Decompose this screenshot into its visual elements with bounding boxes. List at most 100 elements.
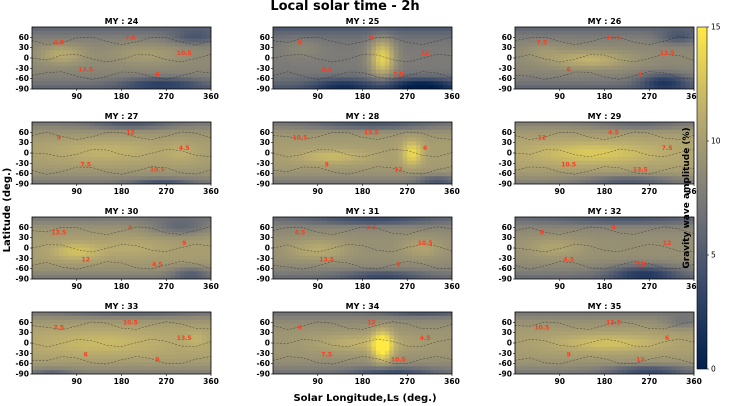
- heatmap-cell: [290, 137, 296, 142]
- heatmap-cell: [317, 129, 323, 135]
- heatmap-cell: [537, 141, 543, 146]
- heatmap-cell: [411, 160, 417, 166]
- heatmap-cell: [541, 122, 547, 127]
- heatmap-cell: [281, 73, 288, 78]
- heatmap-cell: [420, 133, 426, 139]
- heatmap-cell: [81, 164, 87, 170]
- heatmap-cell: [613, 27, 619, 32]
- heatmap-cell: [281, 271, 288, 276]
- heatmap-cell: [290, 30, 296, 36]
- heatmap-cell: [447, 81, 452, 86]
- heatmap-cell: [622, 27, 628, 32]
- heatmap-cell: [402, 34, 408, 40]
- heatmap-cell: [166, 38, 172, 44]
- heatmap-cell: [411, 73, 417, 78]
- heatmap-cell: [644, 168, 650, 173]
- heatmap-cell: [515, 69, 521, 75]
- heatmap-cell: [317, 141, 323, 146]
- heatmap-cell: [108, 34, 114, 40]
- heatmap-cell: [103, 65, 109, 71]
- heatmap-cell: [366, 172, 373, 177]
- heatmap-cell: [134, 244, 140, 249]
- heatmap-cell: [40, 236, 47, 241]
- heatmap-cell: [550, 61, 556, 67]
- heatmap-cell: [564, 54, 570, 59]
- heatmap-cell: [99, 34, 105, 40]
- heatmap-cell: [317, 220, 323, 226]
- contour-line: [273, 36, 452, 45]
- heatmap-cell: [425, 42, 431, 47]
- heatmap-cell: [308, 248, 314, 253]
- heatmap-cell: [340, 50, 346, 55]
- heatmap-cell: [166, 129, 172, 135]
- heatmap-cell: [139, 176, 145, 181]
- heatmap-cell: [148, 129, 154, 135]
- heatmap-cell: [99, 156, 105, 162]
- heatmap-cell: [143, 85, 149, 89]
- heatmap-cell: [416, 58, 422, 63]
- heatmap-cell: [326, 61, 332, 67]
- heatmap-cell: [188, 54, 194, 59]
- heatmap-cell: [175, 160, 181, 166]
- heatmap-cell: [402, 153, 408, 158]
- heatmap-cell: [384, 69, 390, 75]
- heatmap-cell: [662, 30, 668, 36]
- heatmap-cell: [559, 34, 565, 40]
- heatmap-cell: [179, 149, 185, 154]
- x-tick-label: 180: [355, 187, 371, 196]
- heatmap-cell: [108, 255, 114, 261]
- heatmap-cell: [295, 133, 301, 139]
- heatmap-cell: [121, 255, 127, 261]
- heatmap-cell: [640, 180, 646, 184]
- heatmap-cell: [389, 153, 395, 158]
- y-tick-label: -60: [498, 74, 512, 83]
- heatmap-cell: [573, 61, 579, 67]
- heatmap-cell: [600, 77, 606, 82]
- heatmap-cell: [680, 85, 686, 89]
- heatmap-cell: [40, 46, 47, 51]
- heatmap-cell: [416, 27, 422, 32]
- heatmap-cell: [631, 73, 637, 78]
- heatmap-cell: [680, 180, 686, 184]
- heatmap-cell: [32, 38, 38, 44]
- heatmap-cell: [326, 228, 332, 234]
- heatmap-cell: [281, 180, 288, 184]
- heatmap-cell: [170, 251, 176, 257]
- heatmap-cell: [407, 27, 413, 32]
- heatmap-cell: [32, 160, 38, 166]
- heatmap-cell: [613, 34, 619, 40]
- heatmap-cell: [81, 267, 87, 272]
- heatmap-cell: [94, 34, 100, 40]
- heatmap-cell: [626, 172, 632, 177]
- heatmap-cell: [295, 50, 301, 55]
- heatmap-cell: [166, 61, 172, 67]
- heatmap-cell: [411, 141, 417, 146]
- heatmap-cell: [541, 145, 547, 150]
- heatmap-cell: [76, 172, 82, 177]
- heatmap-cell: [604, 141, 610, 146]
- heatmap-cell: [617, 156, 623, 162]
- heatmap-cell: [582, 38, 588, 44]
- heatmap-cell: [371, 125, 377, 131]
- heatmap-cell: [532, 145, 538, 150]
- heatmap-cell: [591, 141, 597, 146]
- heatmap-cell: [117, 65, 123, 71]
- heatmap-cell: [117, 267, 123, 272]
- heatmap-cell: [130, 34, 136, 40]
- heatmap-cell: [438, 42, 444, 47]
- heatmap-cell: [76, 42, 82, 47]
- heatmap-cell: [188, 133, 194, 139]
- heatmap-cell: [375, 42, 381, 47]
- heatmap-cell: [45, 217, 51, 222]
- heatmap-cell: [148, 149, 154, 154]
- heatmap-cell: [90, 217, 96, 222]
- heatmap-cell: [340, 240, 346, 245]
- heatmap-cell: [179, 141, 185, 146]
- heatmap-cell: [157, 172, 163, 177]
- heatmap-cell: [286, 38, 292, 44]
- heatmap-cell: [206, 133, 211, 139]
- heatmap-cell: [331, 176, 337, 181]
- heatmap-cell: [340, 228, 346, 234]
- heatmap-cell: [193, 27, 199, 32]
